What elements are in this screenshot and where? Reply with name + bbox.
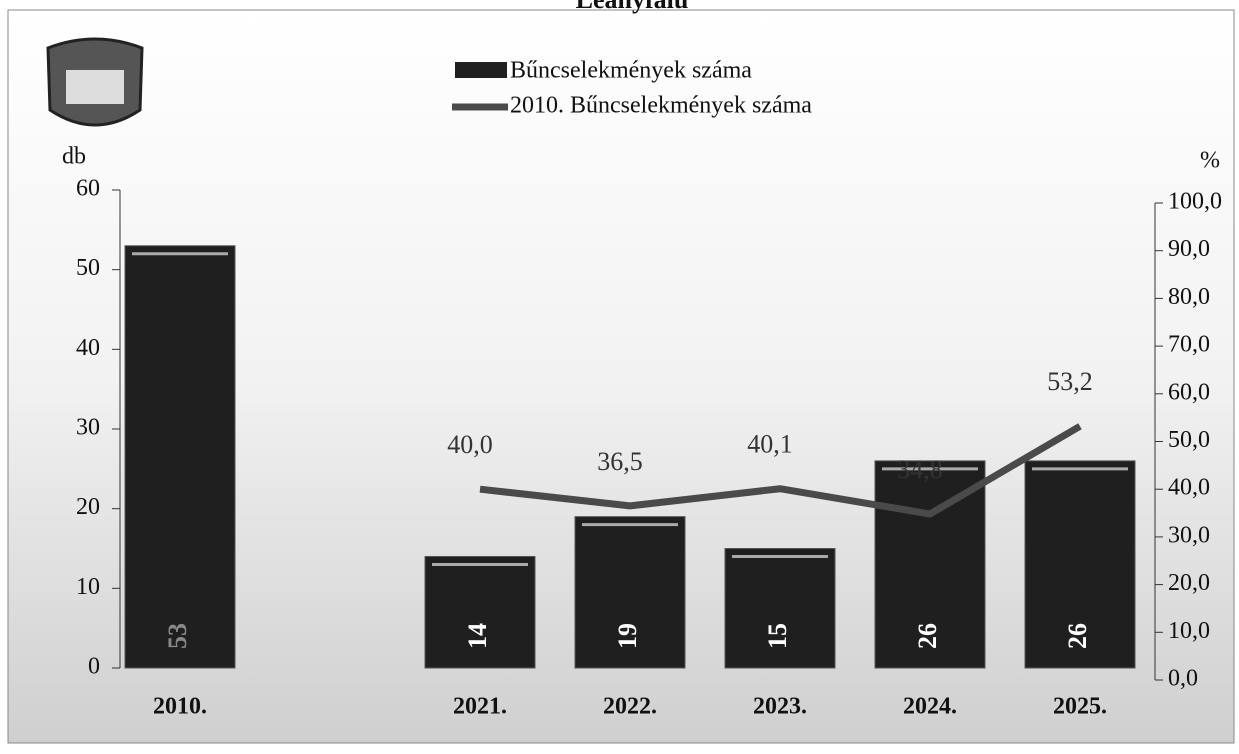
y2-tick-label: 100,0 xyxy=(1168,189,1222,215)
data-label: 34,8 xyxy=(897,455,943,484)
legend-swatch-bar xyxy=(455,62,507,78)
x-tick-label: 2025. xyxy=(1053,694,1107,720)
x-tick-label: 2010. xyxy=(153,694,207,720)
y-tick-label: 50 xyxy=(76,255,100,281)
y-tick-label: 0 xyxy=(88,654,100,680)
bar xyxy=(574,516,686,669)
y2-tick-label: 30,0 xyxy=(1168,522,1210,548)
y-tick-label: 30 xyxy=(76,415,100,441)
legend-label: Bűncselekmények száma xyxy=(510,58,752,84)
line xyxy=(479,423,1082,518)
y2-tick-label: 40,0 xyxy=(1168,475,1210,501)
y-tick-label: 20 xyxy=(76,494,100,520)
data-label: 19 xyxy=(613,623,642,649)
data-label: 15 xyxy=(763,623,792,649)
y2-tick-label: 80,0 xyxy=(1168,284,1210,310)
data-label: 36,5 xyxy=(597,447,643,476)
y2-axis-label: % xyxy=(1200,148,1220,174)
bar xyxy=(724,548,836,669)
x-tick-label: 2022. xyxy=(603,694,657,720)
y2-tick-label: 70,0 xyxy=(1168,332,1210,358)
y-tick-label: 40 xyxy=(76,335,100,361)
y2-tick-label: 90,0 xyxy=(1168,236,1210,262)
logo xyxy=(46,37,144,127)
x-tick-label: 2021. xyxy=(453,694,507,720)
data-label: 40,0 xyxy=(447,430,493,459)
y2-tick-label: 10,0 xyxy=(1168,618,1210,644)
data-label: 53,2 xyxy=(1047,367,1093,396)
y-axis-label: db xyxy=(62,144,86,170)
y-tick-label: 10 xyxy=(76,574,100,600)
legend-label: 2010. Bűncselekmények száma xyxy=(510,93,812,119)
chart-title: Leányfalu xyxy=(576,0,689,14)
y2-tick-label: 20,0 xyxy=(1168,570,1210,596)
x-tick-label: 2024. xyxy=(903,694,957,720)
x-tick-label: 2023. xyxy=(753,694,807,720)
y-tick-label: 60 xyxy=(76,176,100,202)
bar xyxy=(124,245,236,669)
data-label: 26 xyxy=(913,623,942,649)
data-label: 14 xyxy=(463,623,492,649)
data-label: 53 xyxy=(163,623,192,649)
y2-tick-label: 60,0 xyxy=(1168,379,1210,405)
y2-tick-label: 0,0 xyxy=(1168,666,1198,692)
y2-tick-label: 50,0 xyxy=(1168,427,1210,453)
data-label: 26 xyxy=(1063,623,1092,649)
bar xyxy=(424,555,536,669)
bar xyxy=(1024,460,1136,669)
data-label: 40,1 xyxy=(747,430,793,459)
